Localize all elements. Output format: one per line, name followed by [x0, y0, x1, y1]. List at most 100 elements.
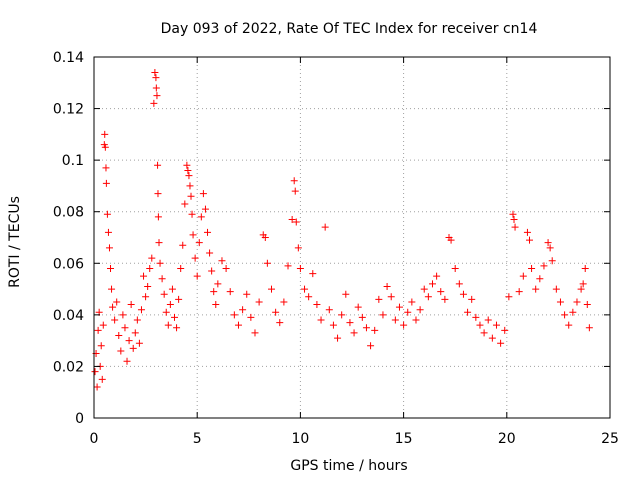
x-tick-label: 15: [395, 431, 413, 447]
data-point: [186, 182, 194, 190]
data-point: [142, 293, 150, 301]
data-point: [526, 236, 534, 244]
data-point: [268, 285, 276, 293]
data-point: [101, 130, 109, 138]
data-point: [358, 313, 366, 321]
data-point: [261, 234, 269, 241]
data-point: [184, 166, 192, 174]
data-point: [451, 264, 459, 272]
data-point: [208, 267, 216, 275]
y-axis-label: ROTI / TECUs: [7, 196, 23, 288]
data-point: [362, 324, 370, 332]
data-point: [424, 293, 432, 301]
data-point: [101, 143, 109, 151]
data-point: [546, 244, 554, 252]
data-point: [455, 280, 463, 288]
data-point: [146, 264, 154, 272]
data-point: [150, 99, 158, 107]
data-point: [515, 288, 523, 296]
data-point: [519, 272, 527, 280]
data-point: [488, 334, 496, 342]
data-point: [511, 223, 519, 231]
data-point: [158, 275, 166, 283]
data-point: [104, 228, 112, 236]
data-point: [251, 329, 259, 337]
data-point: [565, 321, 573, 329]
data-point: [188, 210, 196, 218]
data-point: [375, 295, 383, 303]
data-point: [350, 329, 358, 337]
data-point: [338, 311, 346, 319]
data-point: [98, 375, 106, 383]
data-point: [548, 257, 556, 265]
y-tick-label: 0.06: [53, 256, 84, 272]
data-point: [226, 288, 234, 296]
data-point: [472, 313, 480, 321]
data-point: [301, 285, 309, 293]
data-point: [113, 298, 121, 306]
data-point: [544, 239, 552, 247]
data-point: [151, 68, 159, 76]
data-point: [552, 285, 560, 293]
data-point: [129, 344, 137, 352]
data-point: [501, 326, 509, 334]
x-tick-label: 20: [498, 431, 516, 447]
data-point: [379, 311, 387, 319]
data-point: [509, 210, 517, 218]
data-point: [156, 259, 164, 267]
data-point: [459, 290, 467, 298]
data-points: [91, 68, 593, 391]
data-point: [121, 324, 129, 332]
y-tick-label: 0.12: [53, 102, 84, 118]
data-point: [296, 264, 304, 272]
data-point: [148, 254, 156, 262]
data-point: [581, 264, 589, 272]
data-point: [391, 316, 399, 324]
data-point: [154, 190, 162, 198]
data-point: [153, 92, 161, 100]
data-point: [99, 321, 107, 329]
data-point: [294, 244, 302, 252]
data-point: [255, 298, 263, 306]
data-point: [569, 308, 577, 316]
data-point: [325, 306, 333, 314]
data-point: [510, 215, 518, 223]
data-point: [109, 303, 117, 311]
data-point: [197, 213, 205, 221]
data-point: [177, 264, 185, 272]
data-point: [175, 295, 183, 303]
data-point: [585, 324, 593, 332]
y-tick-label: 0.04: [53, 308, 84, 324]
data-point: [199, 190, 207, 198]
data-point: [97, 342, 105, 350]
data-point: [290, 177, 298, 185]
data-point: [204, 228, 212, 236]
data-point: [230, 311, 238, 319]
data-point: [416, 306, 424, 314]
data-point: [168, 285, 176, 293]
data-point: [280, 298, 288, 306]
data-point: [191, 254, 199, 262]
data-point: [210, 288, 218, 296]
data-point: [222, 264, 230, 272]
data-point: [102, 164, 110, 172]
data-point: [155, 239, 163, 247]
data-point: [247, 313, 255, 321]
y-tick-label: 0.08: [53, 205, 84, 221]
data-point: [125, 337, 133, 345]
data-point: [523, 228, 531, 236]
data-point: [292, 218, 300, 226]
data-point: [309, 270, 317, 278]
data-point: [187, 192, 195, 200]
y-tick-label: 0: [75, 411, 84, 427]
axis-ticks: 0 5 10 15 20 25 0 0.02 0.04 0.06 0.08 0.1 0.12 0.14: [53, 50, 619, 447]
data-point: [137, 306, 145, 314]
data-point: [334, 334, 342, 342]
data-point: [371, 326, 379, 334]
data-point: [218, 257, 226, 265]
data-point: [103, 210, 111, 218]
data-point: [105, 244, 113, 252]
data-point: [464, 308, 472, 316]
data-point: [117, 347, 125, 355]
data-point: [447, 236, 455, 244]
